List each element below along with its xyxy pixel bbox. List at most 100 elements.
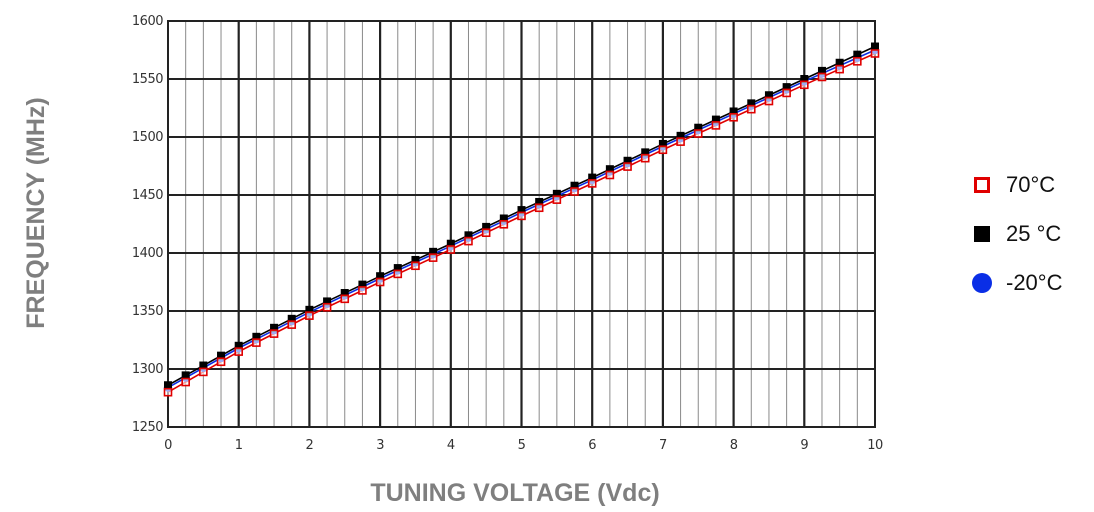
data-point xyxy=(588,173,597,182)
data-point xyxy=(199,361,208,370)
data-point xyxy=(376,272,385,281)
legend-label-70c: 70°C xyxy=(1006,171,1056,197)
data-point xyxy=(640,153,650,163)
x-tick-label: 9 xyxy=(800,438,808,453)
data-point xyxy=(799,80,809,90)
data-point xyxy=(305,305,314,314)
data-point xyxy=(535,197,544,206)
data-point xyxy=(835,64,844,74)
x-axis-title: TUNING VOLTAGE (Vdc) xyxy=(370,479,659,507)
data-point xyxy=(871,42,879,51)
y-tick-label: 1600 xyxy=(132,14,163,29)
data-point xyxy=(835,58,844,67)
data-point xyxy=(499,219,509,229)
data-point xyxy=(252,338,261,347)
data-point xyxy=(729,112,738,122)
x-tick-label: 5 xyxy=(518,438,526,453)
ticks: 0 1 2 3 4 5 6 7 8 9 10 1250 1300 1350 1400 1450 1500 1550… xyxy=(132,14,884,453)
data-point xyxy=(870,49,880,58)
x-tick-label: 3 xyxy=(376,438,384,453)
open-square-marker-icon xyxy=(974,176,990,193)
y-tick-label: 1350 xyxy=(132,304,163,319)
y-tick-label: 1500 xyxy=(132,130,163,145)
data-point xyxy=(853,57,862,66)
data-point xyxy=(782,88,791,98)
x-tick-label: 1 xyxy=(235,438,243,453)
data-point xyxy=(499,214,508,223)
data-point xyxy=(481,228,491,237)
data-point xyxy=(181,371,190,380)
data-point xyxy=(411,261,420,271)
data-point xyxy=(711,121,721,130)
data-point xyxy=(694,123,703,132)
data-point xyxy=(747,99,756,108)
data-point xyxy=(658,139,667,148)
data-point xyxy=(517,206,526,215)
y-tick-label: 1550 xyxy=(132,72,163,87)
x-tick-label: 0 xyxy=(164,438,172,453)
y-tick-label: 1250 xyxy=(132,420,163,435)
data-point xyxy=(711,115,720,124)
data-point xyxy=(429,247,438,256)
data-point xyxy=(605,170,615,180)
data-point xyxy=(676,131,685,140)
data-point xyxy=(623,162,632,171)
data-point xyxy=(587,179,597,188)
data-point xyxy=(800,75,809,83)
legend-item-70c: 70°C xyxy=(972,160,1062,209)
x-tick-label: 7 xyxy=(659,438,667,453)
data-point xyxy=(375,277,385,287)
y-tick-label: 1300 xyxy=(132,362,163,377)
data-point xyxy=(764,91,773,100)
data-point xyxy=(270,323,279,332)
data-point xyxy=(676,137,685,146)
data-point xyxy=(570,187,579,196)
legend-item-25c: 25 °C xyxy=(972,209,1062,258)
data-point xyxy=(446,239,455,248)
data-point xyxy=(464,236,473,246)
y-tick-label: 1400 xyxy=(132,246,163,261)
data-point xyxy=(641,148,650,157)
x-tick-label: 10 xyxy=(867,438,883,453)
data-point xyxy=(817,66,826,75)
data-point xyxy=(323,297,332,306)
legend-label-minus20c: -20°C xyxy=(1006,269,1063,295)
data-point xyxy=(234,341,243,350)
data-point xyxy=(446,245,456,254)
circle-marker-icon xyxy=(972,272,992,293)
data-point xyxy=(658,145,668,155)
data-point xyxy=(746,104,756,114)
data-point xyxy=(517,211,526,221)
data-point xyxy=(393,264,402,273)
data-point xyxy=(411,255,420,264)
data-point xyxy=(305,311,314,320)
x-tick-label: 4 xyxy=(447,438,455,453)
data-point xyxy=(287,314,296,323)
data-point xyxy=(252,332,261,341)
grid xyxy=(167,20,876,428)
data-point xyxy=(340,289,349,298)
filled-square-marker-icon xyxy=(974,225,990,242)
x-tick-label: 2 xyxy=(306,438,314,453)
data-point xyxy=(764,96,774,106)
data-point xyxy=(605,165,614,174)
data-point xyxy=(393,269,403,279)
data-point xyxy=(570,181,579,190)
data-point xyxy=(552,195,562,204)
legend: 70°C 25 °C -20°C xyxy=(972,160,1062,307)
data-point xyxy=(358,286,367,295)
data-point xyxy=(428,253,438,262)
legend-label-25c: 25 °C xyxy=(1006,220,1062,246)
y-tick-label: 1450 xyxy=(132,188,163,203)
data-point xyxy=(269,329,279,338)
data-point xyxy=(358,280,367,289)
data-point xyxy=(322,302,332,312)
data-point xyxy=(482,222,491,231)
data-point xyxy=(163,387,173,397)
data-point xyxy=(623,156,632,165)
legend-item-minus20c: -20°C xyxy=(972,258,1062,307)
data-point xyxy=(853,50,862,59)
data-point xyxy=(534,203,544,213)
data-point xyxy=(782,83,791,92)
